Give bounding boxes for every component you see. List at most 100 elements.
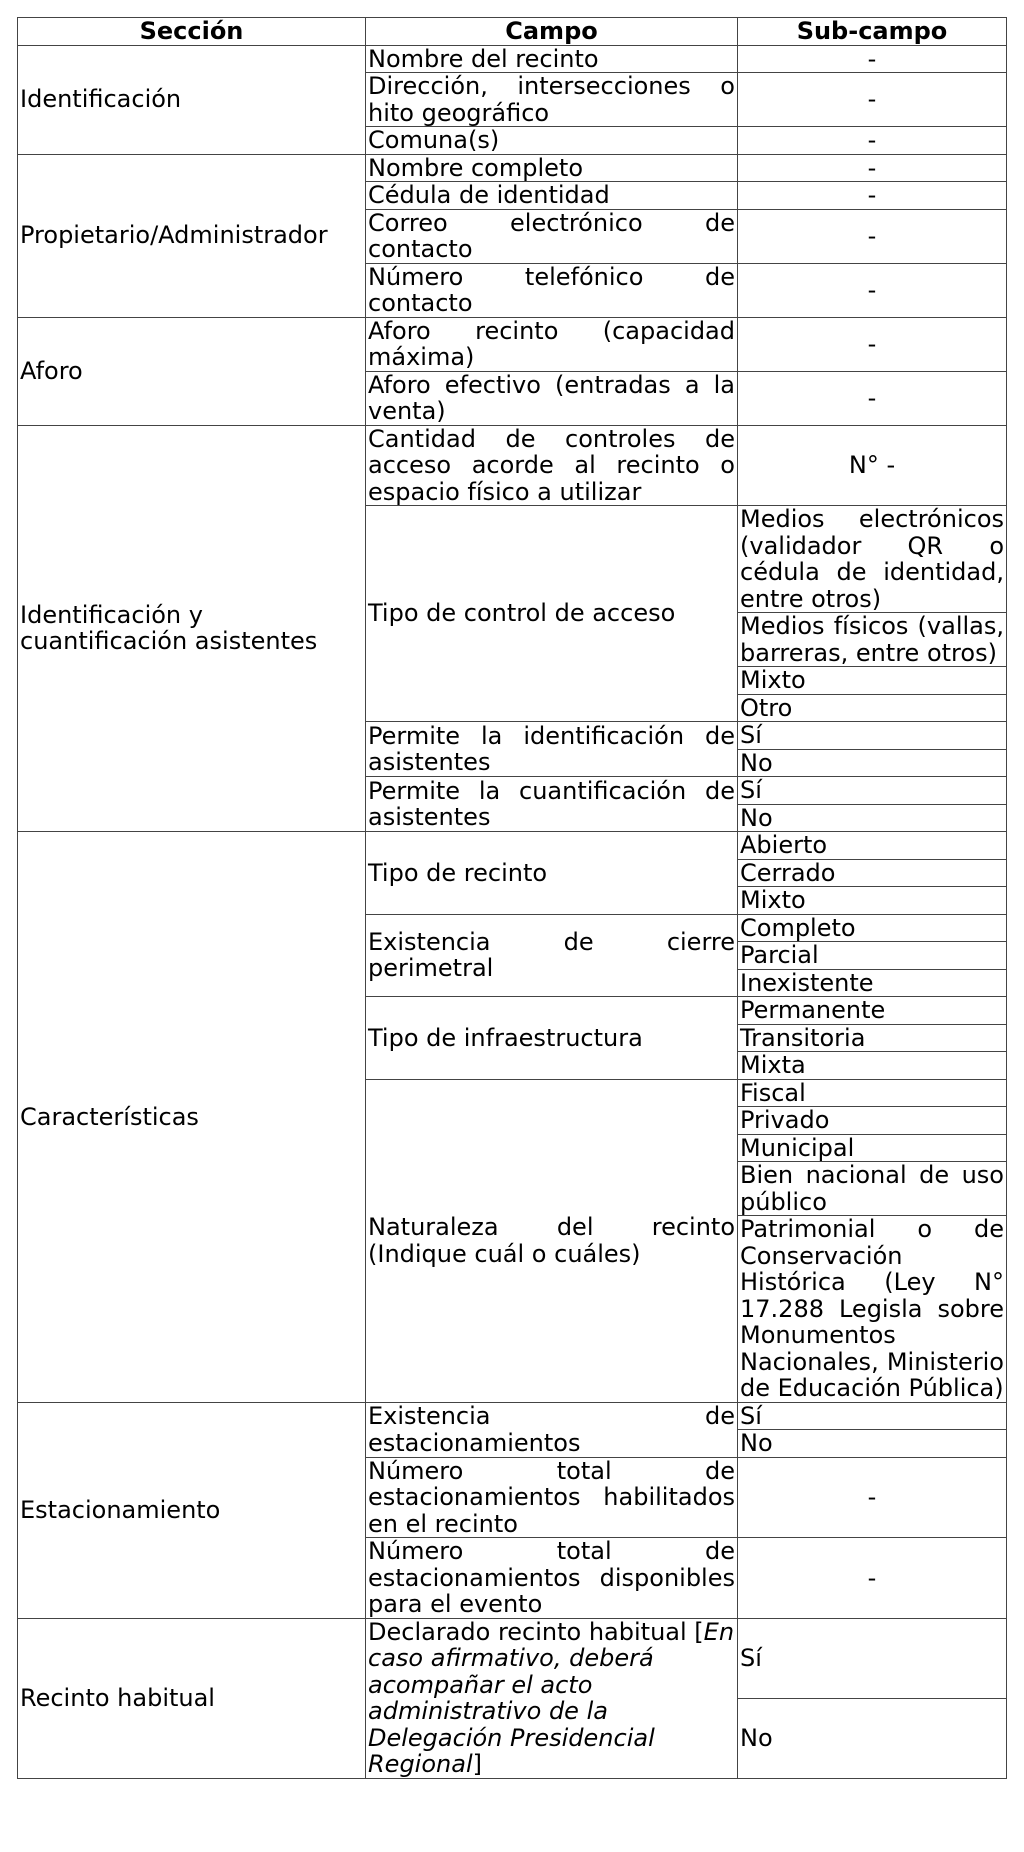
subfield-cell: Cerrado xyxy=(737,858,1007,887)
subfield-cell: Mixta xyxy=(737,1051,1007,1080)
subfield-cell: No xyxy=(737,803,1007,832)
header-seccion: Sección xyxy=(17,17,366,46)
field-cell: Nombre del recinto xyxy=(365,44,738,73)
subfield-cell: Inexistente xyxy=(737,968,1007,997)
table-row: Correo electrónico de contacto - xyxy=(18,208,1007,264)
table-row: Número total de estacionamientos habilit… xyxy=(18,1456,1007,1538)
header-campo: Campo xyxy=(365,17,738,46)
subfield-cell: Sí xyxy=(737,721,1007,750)
header-row: Sección Campo Sub-campo xyxy=(17,17,1007,46)
subfield-cell: Permanente xyxy=(737,996,1007,1025)
subfield-cell: Otro xyxy=(737,693,1007,722)
table-row: Existencia de cierre perimetral Completo xyxy=(18,913,1007,997)
field-cell: Declarado recinto habitual [En caso afir… xyxy=(365,1617,738,1779)
subfield-cell: - xyxy=(737,44,1007,73)
subfield-cell: - xyxy=(737,1537,1007,1619)
table-row: Identificación Nombre del recinto - xyxy=(17,44,1007,155)
table-row: Privado xyxy=(18,1106,1007,1135)
table-body: Identificación Nombre del recinto - Direcci… xyxy=(17,44,1007,1779)
subfield-cell: Transitoria xyxy=(737,1023,1007,1052)
section-cell: Aforo xyxy=(17,316,366,426)
field-cell: Número total de estacionamientos disponi… xyxy=(365,1537,738,1619)
subfield-cell: Municipal xyxy=(737,1133,1007,1162)
table-row: Aforo Aforo recinto (capacidad máxima) - xyxy=(17,316,1007,426)
subfield-cell: Mixto xyxy=(737,666,1007,695)
section-cell: Identificación xyxy=(17,44,366,155)
table-row: No xyxy=(18,1697,1007,1779)
field-cell: Aforo recinto (capacidad máxima) xyxy=(365,316,738,372)
subfield-cell: - xyxy=(737,262,1007,318)
subfield-cell: Medios físicos (vallas, barreras, entre … xyxy=(737,612,1007,667)
table-row: Bien nacional de uso público xyxy=(18,1161,1007,1216)
subfield-cell: No xyxy=(737,1429,1007,1458)
table-row: Aforo efectivo (entradas a la venta) - xyxy=(18,370,1007,426)
table-row: Otro xyxy=(18,693,1007,722)
table-row: Características Tipo de recinto Abierto xyxy=(17,831,1007,1403)
section-cell: Propietario/Administrador xyxy=(17,153,366,318)
section-cell: Recinto habitual xyxy=(17,1617,366,1779)
table-row: Mixto xyxy=(18,886,1007,915)
field-cell: Correo electrónico de contacto xyxy=(365,208,738,264)
field-cell: Número telefónico de contacto xyxy=(365,262,738,318)
subfield-cell: Completo xyxy=(737,913,1007,942)
table-row: Cerrado xyxy=(18,858,1007,887)
subfield-cell: Sí xyxy=(737,1617,1007,1699)
field-cell: Cantidad de controles de acceso acorde a… xyxy=(365,424,738,506)
table-row: Patrimonial o de Conservación Histórica … xyxy=(18,1215,1007,1403)
table-row: Estacionamiento Existencia de estacionami… xyxy=(17,1401,1007,1619)
table-row: Permite la cuantificación de asistentes S… xyxy=(18,776,1007,832)
field-cell: Tipo de control de acceso xyxy=(365,505,738,722)
subfield-cell: - xyxy=(737,153,1007,182)
subfield-cell: Patrimonial o de Conservación Histórica … xyxy=(737,1215,1007,1403)
table-row: No xyxy=(18,803,1007,832)
table-row: No xyxy=(18,1429,1007,1458)
table-row: Número total de estacionamientos disponi… xyxy=(18,1537,1007,1619)
subfield-cell: No xyxy=(737,1697,1007,1779)
section-cell: Características xyxy=(17,831,366,1403)
table-row: Recinto habitual Declarado recinto habitu… xyxy=(17,1617,1007,1779)
subfield-cell: - xyxy=(737,316,1007,372)
table-row: Dirección, intersecciones o hito geográf… xyxy=(18,72,1007,127)
table-row: Mixto xyxy=(18,666,1007,695)
subfield-cell: Sí xyxy=(737,776,1007,805)
subfield-cell: - xyxy=(737,126,1007,155)
table-row: Propietario/Administrador Nombre completo… xyxy=(17,153,1007,318)
subfield-cell: - xyxy=(737,370,1007,426)
table-row: Comuna(s) - xyxy=(18,126,1007,155)
field-cell: Nombre completo xyxy=(365,153,738,182)
table-row: Medios físicos (vallas, barreras, entre … xyxy=(18,612,1007,667)
subfield-cell: - xyxy=(737,208,1007,264)
subfield-cell: Medios electrónicos (validador QR o cédu… xyxy=(737,505,1007,613)
table-row: Mixta xyxy=(18,1051,1007,1080)
field-cell: Comuna(s) xyxy=(365,126,738,155)
table-row: Transitoria xyxy=(18,1023,1007,1052)
subfield-cell: Parcial xyxy=(737,941,1007,970)
header-subcampo: Sub-campo xyxy=(737,17,1007,46)
field-cell: Permite la cuantificación de asistentes xyxy=(365,776,738,832)
field-cell: Tipo de infraestructura xyxy=(365,996,738,1080)
subfield-cell: Fiscal xyxy=(737,1078,1007,1107)
table-row: Número telefónico de contacto - xyxy=(18,262,1007,318)
table-row: No xyxy=(18,748,1007,777)
table-row: Naturaleza del recinto (Indique cuál o c… xyxy=(18,1078,1007,1403)
subfield-cell: Mixto xyxy=(737,886,1007,915)
subfield-cell: - xyxy=(737,181,1007,210)
field-cell: Tipo de recinto xyxy=(365,831,738,915)
table-row: Tipo de infraestructura Permanente xyxy=(18,996,1007,1080)
field-cell: Cédula de identidad xyxy=(365,181,738,210)
section-cell: Identificación y cuantificación asistent… xyxy=(17,424,366,832)
field-cell: Naturaleza del recinto (Indique cuál o c… xyxy=(365,1078,738,1403)
table-row: Cédula de identidad - xyxy=(18,181,1007,210)
venue-form-table: Sección Campo Sub-campo Identificación No… xyxy=(17,17,1007,1779)
subfield-cell: Bien nacional de uso público xyxy=(737,1161,1007,1216)
table-row: Identificación y cuantificación asistent… xyxy=(17,424,1007,832)
table-row: Permite la identificación de asistentes S… xyxy=(18,721,1007,777)
subfield-cell: Abierto xyxy=(737,831,1007,860)
field-cell: Dirección, intersecciones o hito geográf… xyxy=(365,72,738,127)
field-label: Declarado recinto habitual xyxy=(368,1617,687,1646)
subfield-cell: Sí xyxy=(737,1401,1007,1430)
field-cell: Aforo efectivo (entradas a la venta) xyxy=(365,370,738,426)
field-cell: Número total de estacionamientos habilit… xyxy=(365,1456,738,1538)
subfield-cell: Privado xyxy=(737,1106,1007,1135)
field-note: En caso afirmativo, deberá acompañar el … xyxy=(368,1617,735,1778)
